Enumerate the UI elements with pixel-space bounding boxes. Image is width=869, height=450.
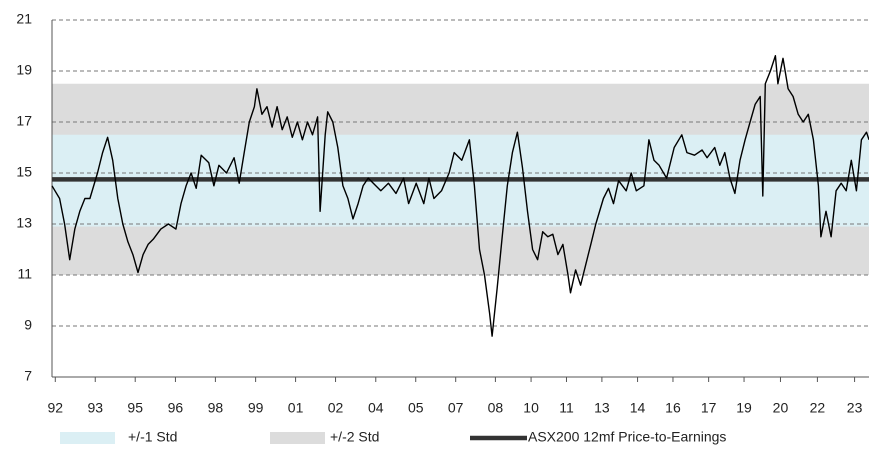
legend-swatch xyxy=(60,432,115,444)
x-tick-label: 05 xyxy=(408,400,424,416)
y-tick-label: 11 xyxy=(17,266,32,282)
x-tick-label: 19 xyxy=(736,400,752,416)
x-tick-label: 99 xyxy=(248,400,264,416)
x-tick-label: 01 xyxy=(288,400,304,416)
x-tick-label: 96 xyxy=(168,400,184,416)
x-tick-label: 95 xyxy=(127,400,143,416)
x-tick-label: 08 xyxy=(488,400,504,416)
x-tick-label: 20 xyxy=(773,400,789,416)
legend-label: +/-2 Std xyxy=(330,429,379,445)
y-tick-label: 13 xyxy=(16,215,32,231)
y-tick-label: 7 xyxy=(24,368,32,384)
x-tick-label: 17 xyxy=(701,400,717,416)
x-tick-label: 16 xyxy=(665,400,681,416)
x-tick-label: 98 xyxy=(208,400,224,416)
x-tick-label: 23 xyxy=(847,400,863,416)
y-tick-label: 17 xyxy=(16,113,32,129)
legend-label: ASX200 12mf Price-to-Earnings xyxy=(528,429,726,445)
pe-line xyxy=(51,55,869,337)
y-tick-label: 21 xyxy=(16,11,32,27)
x-tick-label: 92 xyxy=(47,400,63,416)
x-tick-label: 14 xyxy=(630,400,646,416)
y-tick-label: 19 xyxy=(16,62,32,78)
x-tick-label: 02 xyxy=(328,400,344,416)
y-tick-label: 15 xyxy=(16,164,32,180)
x-tick-label: 22 xyxy=(810,400,826,416)
y-tick-label: 9 xyxy=(24,317,32,333)
legend-label: +/-1 Std xyxy=(128,429,177,445)
x-tick-label: 07 xyxy=(448,400,464,416)
x-tick-label: 93 xyxy=(87,400,103,416)
x-tick-label: 04 xyxy=(368,400,384,416)
x-tick-label: 11 xyxy=(559,400,574,416)
x-tick-label: 10 xyxy=(523,400,539,416)
legend-swatch xyxy=(270,432,325,444)
x-tick-label: 13 xyxy=(594,400,610,416)
